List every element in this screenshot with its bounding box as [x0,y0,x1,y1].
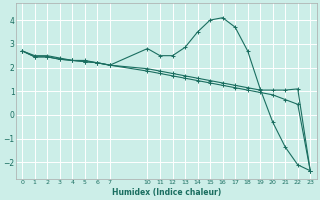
X-axis label: Humidex (Indice chaleur): Humidex (Indice chaleur) [112,188,221,197]
